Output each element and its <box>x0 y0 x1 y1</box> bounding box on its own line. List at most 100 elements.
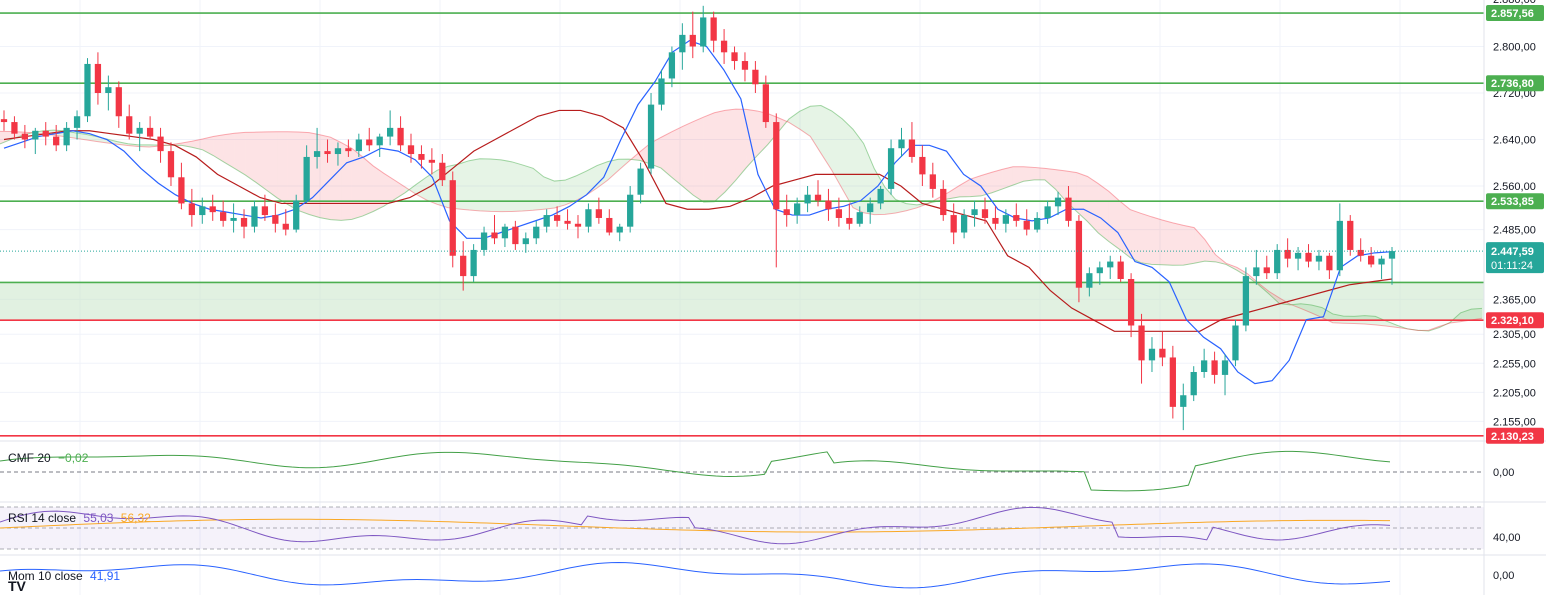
candle-body <box>720 40 728 53</box>
candle-body <box>679 34 686 53</box>
ichimoku-cloud-segment <box>554 180 566 208</box>
ichimoku-cloud-segment <box>1204 239 1216 262</box>
candle-body <box>303 156 310 201</box>
base-line <box>3 109 1393 332</box>
candle-body <box>585 209 592 227</box>
candle-body <box>940 188 947 216</box>
mom-name: Mom 10 close <box>8 569 83 583</box>
candle-body <box>491 232 498 239</box>
candle-body <box>1075 220 1083 288</box>
candle-body <box>240 217 248 227</box>
level-tag <box>1486 193 1544 210</box>
candle-body <box>960 215 968 233</box>
candle-body <box>606 217 613 233</box>
countdown-label: 01:11:24 <box>1491 260 1533 272</box>
ichimoku-cloud-segment <box>330 137 342 221</box>
candle-body <box>261 206 269 216</box>
ichimoku-cloud-segment <box>1076 172 1088 222</box>
ichimoku-cloud-segment <box>511 161 523 212</box>
candle-body <box>209 206 216 213</box>
candle-body <box>1211 360 1218 375</box>
candle-body <box>1326 255 1333 271</box>
mom-legend: Mom 10 close 41,91 <box>8 569 124 583</box>
ichimoku-cloud-segment <box>1311 304 1323 318</box>
candle-body <box>689 34 696 47</box>
level-tag-label: 2.329,10 <box>1491 315 1534 327</box>
ichimoku-cloud-segment <box>799 106 811 137</box>
ichimoku-cloud-segment <box>490 159 502 212</box>
candle-body <box>647 104 655 169</box>
ichimoku-cloud-segment <box>1023 166 1035 182</box>
current-price-label: 2.447,59 <box>1491 246 1534 258</box>
candle-body <box>637 168 644 195</box>
candle-body <box>334 148 342 155</box>
ichimoku-cloud-segment <box>362 156 374 217</box>
candle-body <box>115 87 122 117</box>
ichimoku-cloud-segment <box>810 105 821 154</box>
candle-body <box>553 215 561 221</box>
candle-body <box>595 209 602 218</box>
ichimoku-cloud-segment <box>1108 191 1120 250</box>
cmf-axis-label: 0,00 <box>1493 467 1514 479</box>
ichimoku-cloud-segment <box>906 203 917 211</box>
ichimoku-cloud-segment <box>1300 303 1312 313</box>
candle-body <box>199 206 206 216</box>
axis-tick-label: 2.880,00 <box>1493 0 1536 6</box>
momentum-line <box>0 562 1391 589</box>
current-price-tag <box>1486 242 1544 274</box>
candle-body <box>1065 197 1072 221</box>
ichimoku-cloud-segment <box>1055 169 1067 202</box>
candle-body <box>877 188 884 204</box>
ichimoku-cloud-segment <box>693 117 704 203</box>
level-tag-label: 2.130,23 <box>1491 431 1534 443</box>
ichimoku-cloud-segment <box>266 131 278 198</box>
candle-body <box>919 156 926 175</box>
candle-body <box>0 119 8 123</box>
ichimoku-cloud-segment <box>1130 209 1141 263</box>
ichimoku-cloud-segment <box>863 143 875 215</box>
candle-body <box>313 151 321 157</box>
candle-body <box>887 148 895 189</box>
candle-body <box>1367 255 1375 265</box>
axis-tick-label: 2.800,00 <box>1493 41 1536 53</box>
ichimoku-cloud-segment <box>287 131 299 211</box>
ichimoku-cloud-segment <box>1183 225 1195 266</box>
candle-body <box>1148 348 1156 361</box>
ichimoku-cloud-segment <box>991 169 1003 193</box>
candle-body <box>1044 206 1051 218</box>
candle-body <box>1253 267 1260 277</box>
candle-body <box>762 84 769 123</box>
candle-body <box>355 139 362 152</box>
rsi-legend: RSI 14 close 55,03 56,32 <box>8 511 155 525</box>
ichimoku-cloud-segment <box>714 110 726 202</box>
candle-body <box>1221 360 1229 375</box>
candle-body <box>126 116 133 134</box>
candle-body <box>616 226 623 233</box>
candle-body <box>867 203 874 213</box>
level-tag-label: 2.857,56 <box>1491 8 1534 20</box>
candle-body <box>1023 220 1030 230</box>
ichimoku-cloud-segment <box>319 134 331 220</box>
level-tag <box>1486 75 1544 92</box>
candle-body <box>84 63 91 117</box>
ichimoku-cloud-segment <box>373 165 384 212</box>
candle-body <box>1378 258 1385 265</box>
ichimoku-cloud-segment <box>1002 166 1013 190</box>
ichimoku-cloud-segment <box>959 179 971 197</box>
ichimoku-cloud-segment <box>245 132 256 183</box>
ichimoku-cloud-segment <box>607 159 619 181</box>
ichimoku-cloud-segment <box>767 113 779 145</box>
candle-body <box>230 217 237 221</box>
ichimoku-cloud-segment <box>213 134 224 163</box>
ichimoku-cloud-segment <box>255 131 267 191</box>
candle-body <box>731 52 738 62</box>
cloud-span-b <box>0 108 1483 331</box>
ichimoku-cloud-segment <box>383 173 395 207</box>
ichimoku-cloud-segment <box>1044 168 1056 190</box>
candle-body <box>856 212 863 224</box>
ichimoku-cloud-segment <box>1151 216 1163 265</box>
candle-body <box>752 69 759 85</box>
candle-body <box>1169 357 1176 407</box>
candle-body <box>188 203 195 216</box>
